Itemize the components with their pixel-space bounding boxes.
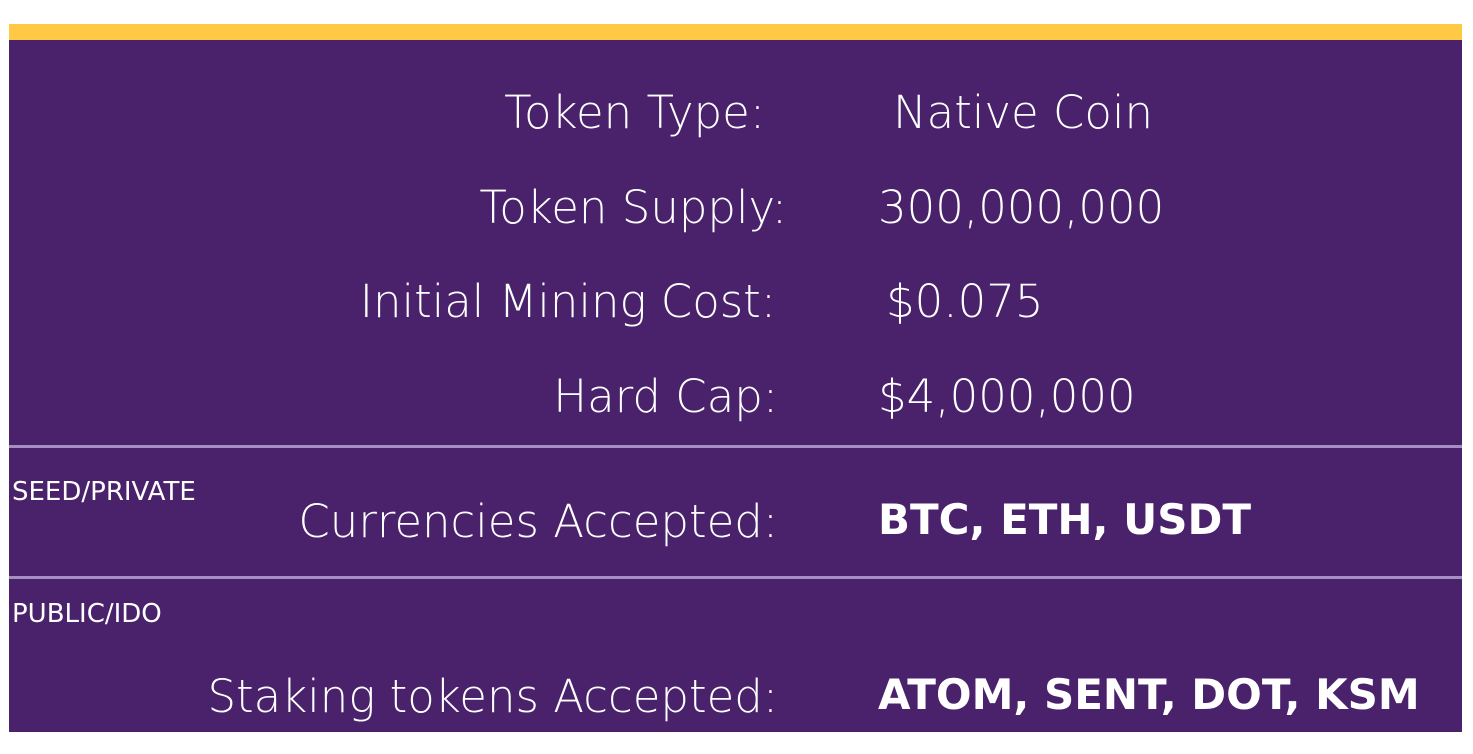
token-supply-label: Token Supply: [479,181,787,234]
hard-cap-label: Hard Cap: [553,370,778,423]
staking-tokens-accepted-label: Staking tokens Accepted: [207,670,778,723]
token-supply-value: 300,000,000 [878,181,1165,234]
currencies-accepted-label: Currencies Accepted: [298,495,778,548]
token-type-value: Native Coin [893,86,1153,139]
token-type-label: Token Type: [504,86,765,139]
seed-private-tag: SEED/PRIVATE [12,477,196,507]
public-ido-tag: PUBLIC/IDO [12,599,162,629]
initial-mining-cost-label: Initial Mining Cost: [359,275,776,328]
section-divider [9,576,1462,579]
initial-mining-cost-value: $0.075 [886,275,1044,328]
top-accent-bar [9,24,1462,40]
currencies-accepted-value: BTC, ETH, USDT [878,495,1251,544]
staking-tokens-accepted-value: ATOM, SENT, DOT, KSM [878,670,1420,719]
hard-cap-value: $4,000,000 [878,370,1136,423]
token-info-panel [9,40,1462,732]
section-divider [9,445,1462,448]
